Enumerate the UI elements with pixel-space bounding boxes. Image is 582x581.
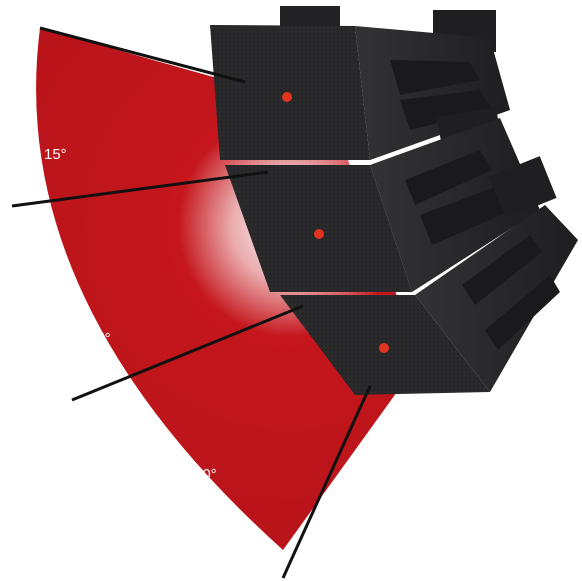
cabinet-top (210, 6, 510, 160)
driver-dot (314, 229, 324, 239)
angle-label-2: 15° (88, 330, 111, 347)
cabinet-middle (225, 107, 540, 292)
rigging-bracket (280, 6, 340, 28)
boundary-line-3 (71, 304, 304, 402)
boundary-line-2 (11, 170, 269, 208)
driver-dot (282, 92, 292, 102)
cabinet-side (355, 26, 510, 160)
boundary-line-4 (281, 385, 372, 579)
cabinet-front (210, 25, 370, 160)
boundary-line-1 (39, 26, 246, 84)
rigging-bracket (488, 156, 557, 219)
coverage-boundaries (11, 26, 372, 579)
cabinet-bottom (280, 156, 578, 395)
angle-label-3: 40° (194, 466, 217, 483)
angle-label-1: 15° (44, 146, 67, 163)
driver-dot (379, 343, 389, 353)
cabinet-front (225, 165, 412, 292)
